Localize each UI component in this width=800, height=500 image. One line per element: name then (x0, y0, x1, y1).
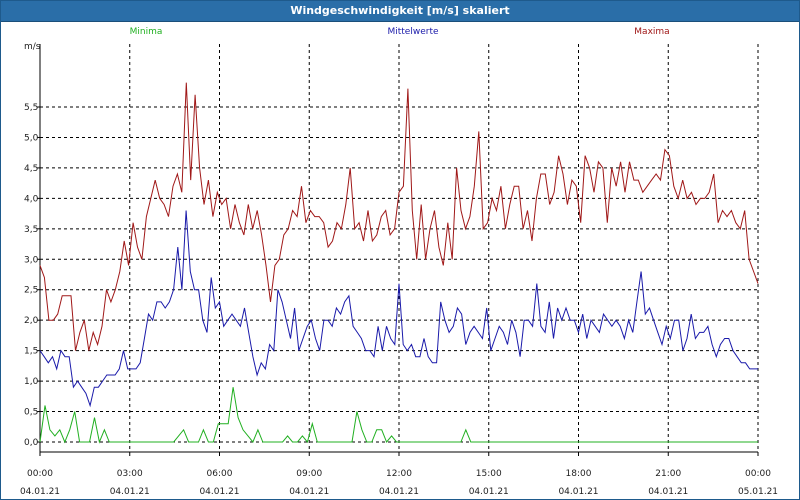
x-tick-date: 04.01.21 (110, 487, 150, 497)
x-tick-time: 03:00 (117, 469, 143, 479)
x-tick-time: 09:00 (296, 469, 322, 479)
series-line-minima (39, 387, 758, 444)
legend-mittelwerte: Mittelwerte (387, 27, 438, 37)
y-tick-label: 4,0 (24, 194, 39, 204)
y-tick-label: 5,5 (24, 103, 38, 113)
series-line-maxima (39, 82, 759, 351)
y-tick-label: 1,0 (24, 377, 39, 387)
x-tick-time: 21:00 (655, 469, 681, 479)
x-tick-time: 12:00 (386, 469, 412, 479)
y-tick-label: 2,5 (24, 286, 38, 296)
x-tick-date: 04.01.21 (199, 487, 239, 497)
x-tick-time: 15:00 (476, 469, 502, 479)
legend-minima: Minima (130, 27, 163, 37)
x-tick-date: 04.01.21 (648, 487, 688, 497)
x-tick-date: 04.01.21 (469, 487, 509, 497)
y-tick-label: 0,5 (24, 408, 38, 418)
y-tick-label: 5,0 (24, 133, 39, 143)
x-tick-date: 04.01.21 (379, 487, 419, 497)
x-tick-time: 00:00 (27, 469, 53, 479)
y-tick-label: 3,0 (24, 255, 39, 265)
x-tick-time: 18:00 (566, 469, 592, 479)
x-tick-time: 06:00 (207, 469, 233, 479)
y-axis-label: m/s (24, 42, 41, 52)
y-tick-label: 2,0 (24, 316, 39, 326)
series-line-mittelwerte (39, 210, 758, 408)
x-tick-time: 00:00 (745, 469, 771, 479)
x-tick-date: 04.01.21 (558, 487, 598, 497)
y-tick-label: 1,5 (24, 347, 38, 357)
x-tick-date: 04.01.21 (289, 487, 329, 497)
x-tick-date: 04.01.21 (20, 487, 60, 497)
wind-speed-chart: 0,0 0,5 1,0 1,5 2,0 2,5 3,0 3,5 4,0 4,5 5,0 5,5 m/s 0… (20, 27, 778, 497)
y-tick-label: 0,0 (24, 438, 39, 448)
y-tick-label: 3,5 (24, 225, 38, 235)
legend-maxima: Maxima (634, 27, 669, 37)
y-tick-label: 4,5 (24, 164, 38, 174)
x-tick-date: 05.01.21 (738, 487, 778, 497)
window-title: Windgeschwindigkeit [m/s] skaliert (1, 1, 799, 22)
